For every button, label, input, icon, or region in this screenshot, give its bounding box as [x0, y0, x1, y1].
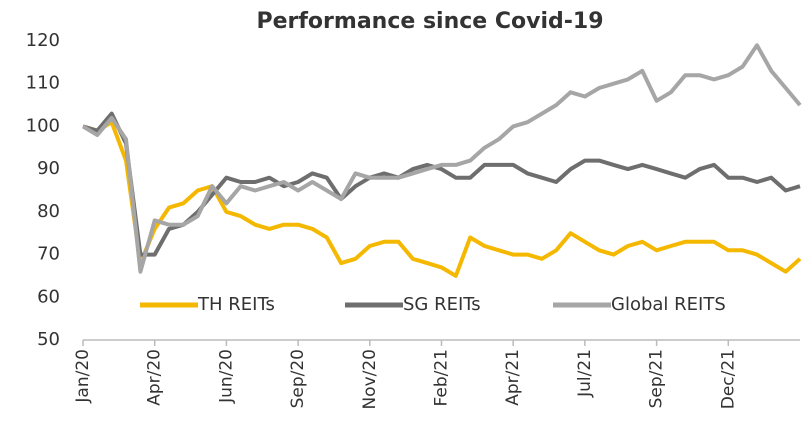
x-tick-label: Apr/20 — [145, 349, 165, 406]
x-tick-label: Sep/20 — [288, 349, 308, 408]
x-tick-label: Jan/20 — [73, 349, 93, 404]
chart-title: Performance since Covid-19 — [256, 9, 603, 34]
x-tick-label: Sep/21 — [647, 349, 667, 408]
x-tick-label: Nov/20 — [360, 349, 380, 410]
y-tick-label: 70 — [37, 244, 60, 265]
y-tick-label: 60 — [37, 286, 60, 307]
legend-label: TH REITs — [197, 294, 275, 315]
legend-label: Global REITS — [611, 294, 726, 315]
legend-label: SG REITs — [403, 294, 481, 315]
x-tick-label: Apr/21 — [503, 349, 523, 406]
x-tick-label: Jun/20 — [216, 349, 236, 404]
y-tick-label: 90 — [37, 158, 60, 179]
x-tick-label: Feb/21 — [432, 349, 452, 406]
series-line — [82, 120, 802, 278]
y-tick-label: 110 — [26, 73, 60, 94]
series-line — [81, 43, 802, 274]
y-tick-label: 50 — [37, 329, 60, 350]
y-tick-label: 120 — [26, 30, 60, 51]
y-tick-label: 80 — [37, 201, 60, 222]
x-tick-label: Jul/21 — [575, 349, 595, 398]
series-line — [82, 111, 801, 257]
x-tick-label: Dec/21 — [718, 349, 738, 409]
y-tick-label: 100 — [26, 115, 60, 136]
